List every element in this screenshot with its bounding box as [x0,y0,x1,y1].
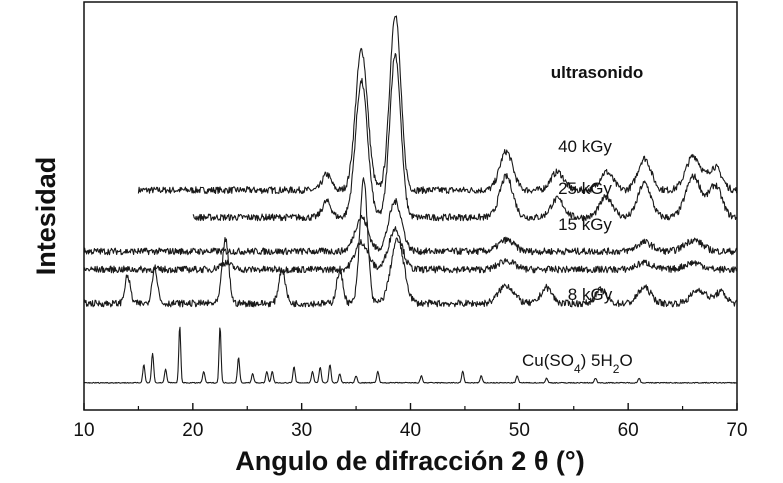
series-label: 8 kGy [568,285,613,304]
x-tick-label: 30 [291,420,312,441]
label-part: O [619,351,632,370]
y-axis-title: Intesidad [31,157,61,276]
label-part: Cu(SO [522,351,574,370]
x-axis-ticks: 10 20 30 40 50 60 70 [73,403,748,441]
x-tick-label: 10 [73,420,94,441]
series-line-2 [83,197,738,256]
x-tick-label: 60 [618,420,639,441]
label-subscript: 2 [613,362,620,376]
series-line-4 [83,177,738,308]
series-label: 15 kGy [558,215,612,234]
x-axis-title: Angulo de difracción 2 θ (°) [235,446,584,476]
series-labels: ultrasonido 40 kGy 25 kGy 15 kGy 8 kGy Cu(SO4… [522,63,643,376]
x-tick-label: 20 [182,420,203,441]
series-label: ultrasonido [551,63,644,82]
x-tick-label: 50 [509,420,530,441]
series-line-5 [83,326,738,384]
series-traces [83,15,738,384]
label-part: ) 5H [581,351,613,370]
label-subscript: 4 [574,362,581,376]
series-label: 40 kGy [558,137,612,156]
x-tick-label: 40 [400,420,421,441]
series-line-1 [192,52,738,222]
x-tick-label: 70 [726,420,747,441]
series-label: 25 kGy [558,179,612,198]
series-label-reference: Cu(SO4) 5H2O [522,351,633,376]
series-line-3 [83,226,738,274]
series-line-0 [137,15,738,195]
